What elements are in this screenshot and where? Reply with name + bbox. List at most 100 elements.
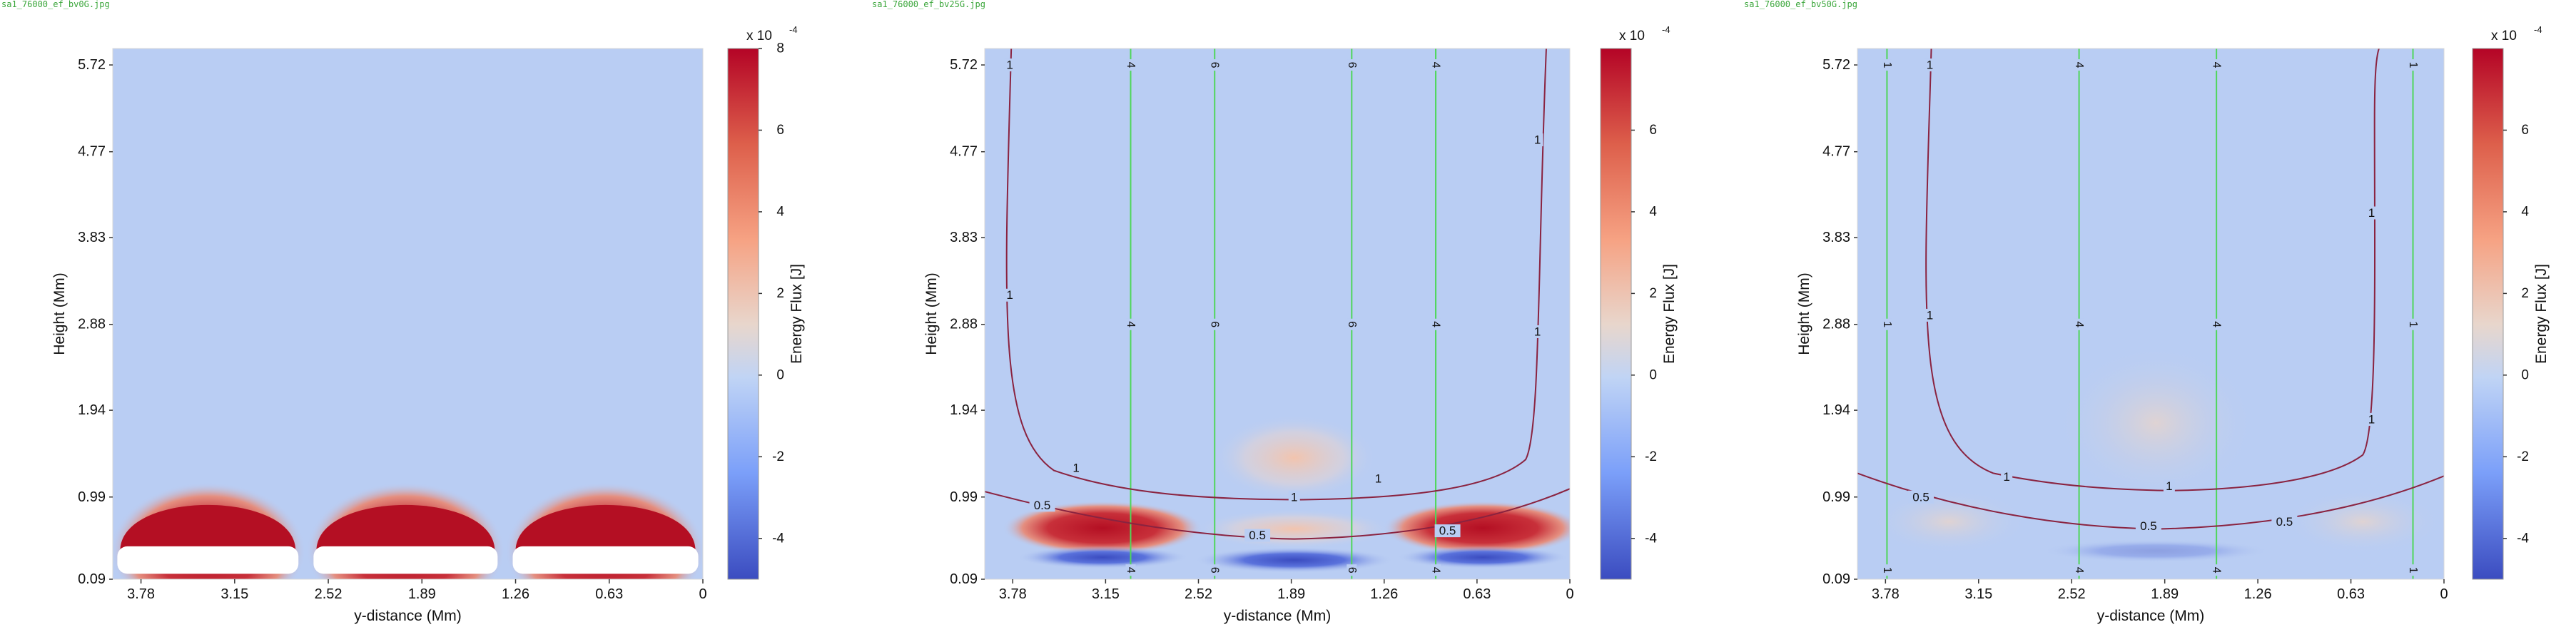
heatmap-field: 1 1 1 4 4 4 4 4 4 1 1 1 1 1 1 1 1 1 0.5 0.5 0.5 (1857, 49, 2444, 579)
field-line-label: 4 (1430, 321, 1442, 327)
faint-warm-blob (2284, 489, 2442, 554)
x-tick-label: 1.26 (1370, 586, 1398, 602)
x-tick-label: 0.63 (595, 586, 623, 602)
field-line-label-bg (1125, 59, 1136, 71)
y-tick-label: 2.88 (1822, 317, 1850, 332)
y-tick-label: 0.99 (1822, 489, 1850, 505)
colorbar-tick-label: 4 (2521, 204, 2529, 219)
chart-panel-1: sa1_76000_ef_bv0G.jpg 0.09 0.99 1.94 2.88 3.8… (1, 0, 805, 624)
field-line-label-bg (2211, 59, 2222, 71)
y-axis-label: Height (Mm) (1796, 272, 1812, 355)
contour-label: 1 (2368, 206, 2375, 220)
field-line-label-bg (1125, 564, 1136, 576)
x-tick-label: 1.26 (502, 586, 529, 602)
contour-label-bg (2365, 412, 2378, 426)
y-tick-label: 2.88 (78, 317, 106, 332)
contour-label-bg (1004, 288, 1016, 302)
y-tick-label: 5.72 (1822, 57, 1850, 73)
field-line-label-bg (2408, 318, 2418, 330)
contour-label: 1 (1006, 288, 1013, 302)
field-line-label-bg (2211, 318, 2222, 330)
contour-label-bg (2135, 519, 2161, 533)
x-tick-label: 3.78 (1872, 586, 1900, 602)
field-line-label: 6 (1346, 62, 1358, 68)
contour-label-bg (1531, 325, 1543, 338)
field-line-label: 1 (2407, 567, 2419, 574)
field-line-label-bg (1347, 59, 1357, 71)
field-line-label-bg (1125, 318, 1136, 330)
x-axis-label: y-distance (Mm) (2097, 608, 2205, 624)
contour-level-1 (1925, 49, 2380, 491)
colorbar-exponent: x 10 (1619, 29, 1645, 44)
colorbar-tick-label: 0 (2521, 367, 2529, 382)
field-line-label-bg (1210, 318, 1220, 330)
field-line-label-bg (1347, 318, 1357, 330)
x-tick-label: 3.78 (999, 586, 1027, 602)
y-tick-label: 1.94 (1822, 402, 1850, 418)
y-axis-label: Height (Mm) (923, 272, 940, 355)
contour-label: 1 (1291, 490, 1297, 504)
colorbar-exponent-power: -4 (789, 24, 798, 35)
field-line-label: 4 (2211, 567, 2223, 574)
x-tick-label: 0 (1566, 586, 1573, 602)
red-blob (1383, 501, 1570, 556)
x-tick-label: 0 (2440, 586, 2448, 602)
contour-label-bg (1372, 472, 1384, 486)
field-line-label: 4 (2211, 62, 2223, 68)
contour-label-bg (1434, 524, 1461, 538)
contour-label: 1 (2368, 412, 2375, 426)
field-line-label: 6 (1209, 321, 1221, 327)
field-line-label: 4 (1125, 62, 1137, 68)
warm-blob (1194, 509, 1394, 549)
colorbar-label: Energy Flux [J] (788, 264, 805, 364)
x-tick-label: 0.63 (2337, 586, 2365, 602)
colorbar-tick-label: 0 (1649, 367, 1657, 382)
field-line-label: 4 (1430, 567, 1442, 574)
field-line-label: 1 (2407, 62, 2419, 68)
colorbar-tick-label: -4 (2517, 531, 2529, 546)
colorbar-tick-label: 4 (776, 204, 784, 219)
field-line-label-bg (1347, 564, 1357, 576)
field-line-label-bg (2074, 564, 2084, 576)
field-line-label: 6 (1346, 321, 1358, 327)
y-tick-label: 2.88 (950, 317, 978, 332)
field-line-label-bg (1882, 59, 1892, 71)
contour-label: 0.5 (1912, 490, 1930, 504)
saturated-band (117, 546, 299, 574)
plot-frame (112, 48, 704, 580)
contour-label-bg (2365, 206, 2378, 220)
plot-frame (1857, 48, 2445, 580)
field-line-label: 4 (2211, 321, 2223, 327)
x-tick-label: 1.89 (408, 586, 436, 602)
y-tick-label: 4.77 (78, 144, 106, 160)
field-line-label: 4 (2073, 567, 2085, 574)
contour-label: 1 (1006, 58, 1013, 72)
colorbar-tick-label: -2 (772, 449, 784, 464)
colorbar-tick-label: 6 (1649, 123, 1657, 138)
image-filename: sa1_76000_ef_bv0G.jpg (1, 0, 110, 9)
field-line-label: 4 (2073, 321, 2085, 327)
saturated-band (313, 546, 498, 574)
contour-label-bg (2271, 515, 2298, 529)
y-tick-label: 5.72 (78, 57, 106, 73)
field-line-label-bg (1431, 318, 1441, 330)
field-line-label-bg (2074, 318, 2084, 330)
y-tick-label: 0.09 (950, 571, 978, 587)
colorbar-tick-label: 2 (1649, 286, 1657, 301)
contour-label-bg (1070, 461, 1082, 474)
x-axis-label: y-distance (Mm) (1224, 608, 1332, 624)
chart-panel-3: sa1_76000_ef_bv50G.jpg111444444111111111… (1744, 0, 2550, 624)
x-tick-label: 0.63 (1463, 586, 1491, 602)
colorbar-exponent-power: -4 (2534, 24, 2542, 35)
y-tick-label: 5.72 (950, 57, 978, 73)
y-axis-label: Height (Mm) (51, 272, 68, 355)
field-line-label: 4 (1430, 62, 1442, 68)
field-line-label: 4 (1125, 321, 1137, 327)
colorbar (727, 48, 759, 580)
contour-label-bg (1004, 58, 1016, 72)
field-line-label: 1 (1881, 321, 1893, 327)
colorbar-exponent-power: -4 (1662, 24, 1670, 35)
y-tick-label: 1.94 (950, 402, 978, 418)
heatmap-field: 4 4 4 6 6 6 6 6 6 4 4 4 1 1 1 1 1 1 1 0.5 0.5 0.5 (985, 49, 1570, 579)
